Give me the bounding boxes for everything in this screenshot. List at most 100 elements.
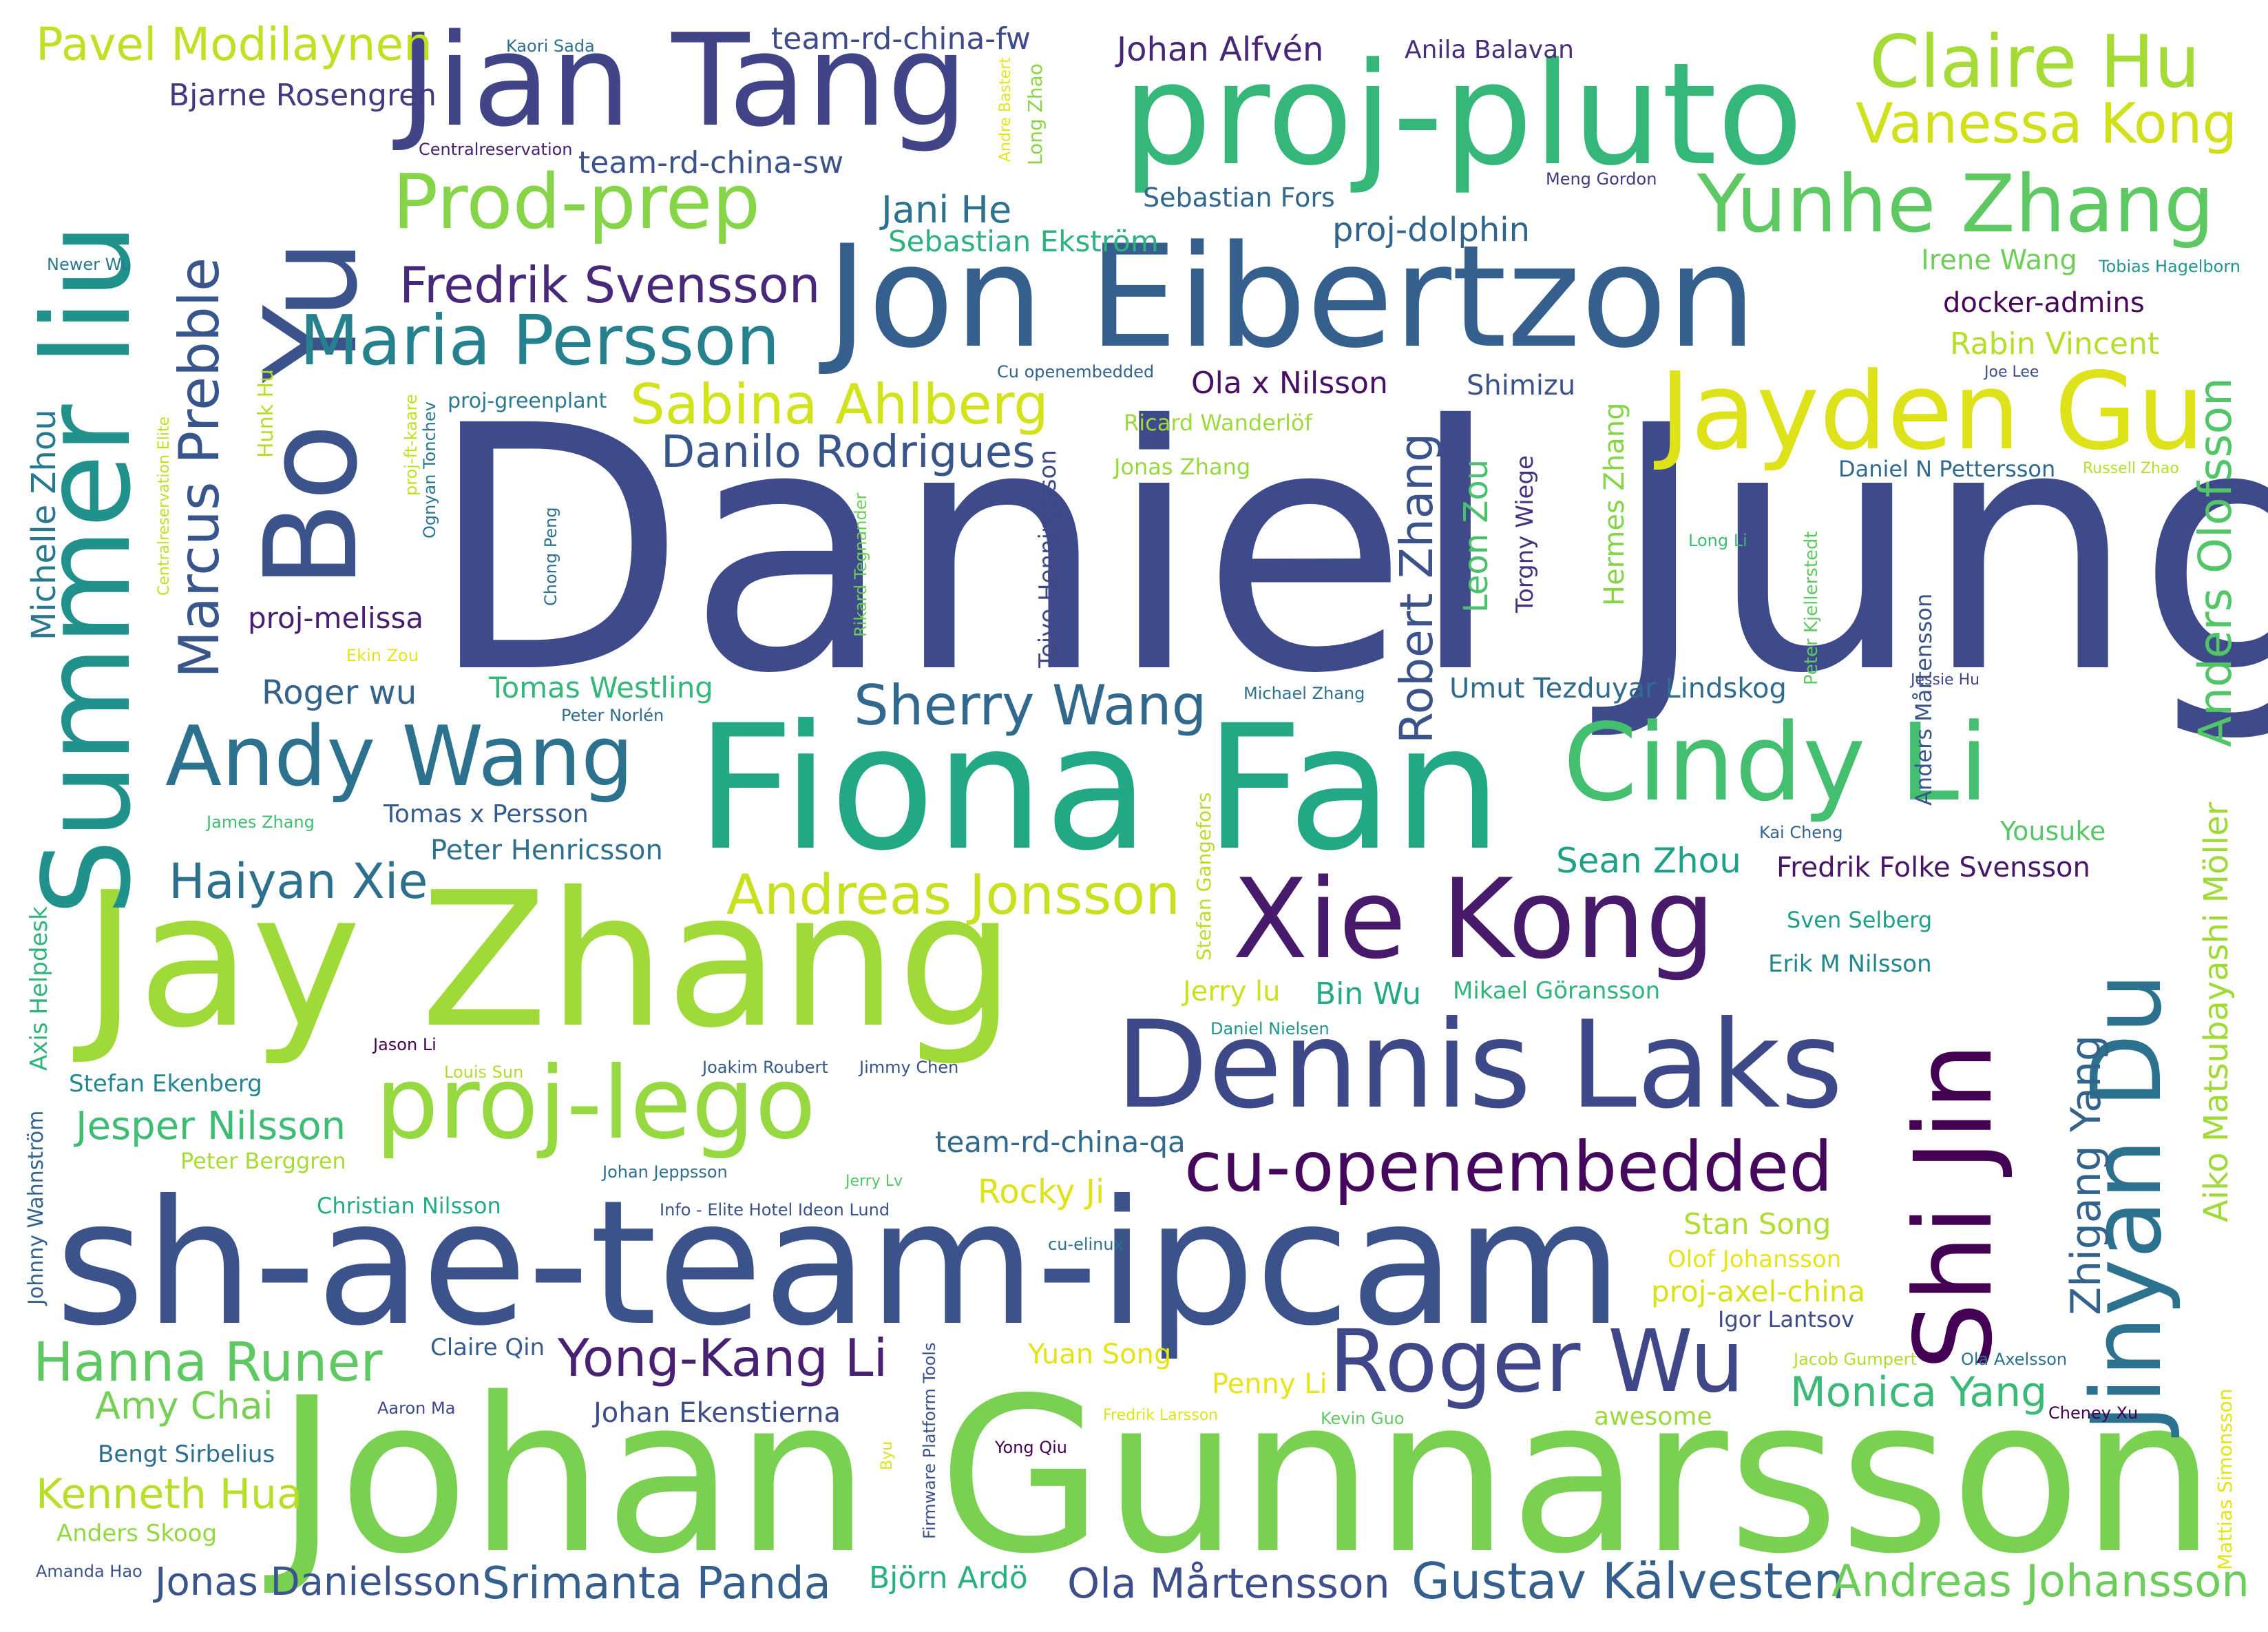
- word-yuan-song: Yuan Song: [1028, 1339, 1172, 1370]
- word-bjarne-rosengren: Bjarne Rosengren: [169, 78, 437, 113]
- word-ola-axelsson: Ola Axelsson: [1961, 1350, 2068, 1369]
- word-amy-chai: Amy Chai: [95, 1384, 273, 1427]
- word-bjorn-ardo: Björn Ardö: [869, 1560, 1028, 1596]
- word-proj-melissa: proj-melissa: [248, 601, 424, 635]
- word-daniel-n-pettersson: Daniel N Pettersson: [1838, 456, 2056, 482]
- word-cu-elinux: cu-elinux: [1048, 1235, 1124, 1254]
- word-shimizu: Shimizu: [1467, 370, 1576, 401]
- word-firmware-platform-tools: Firmware Platform Tools: [920, 1342, 939, 1539]
- word-cheney-xu: Cheney Xu: [2048, 1403, 2139, 1423]
- word-rikard-tegnander: Rikard Tegnander: [851, 492, 870, 637]
- word-amanda-hao: Amanda Hao: [36, 1562, 143, 1581]
- word-sebastian-fors: Sebastian Fors: [1143, 182, 1335, 213]
- word-sean-zhou: Sean Zhou: [1556, 841, 1741, 881]
- word-ognyan-tonchev: Ognyan Tonchev: [420, 401, 439, 538]
- word-gustav-kalvesten: Gustav Kälvesten: [1411, 1552, 1845, 1610]
- word-leon-zou: Leon Zou: [1457, 459, 1495, 613]
- word-bengt-sirbelius: Bengt Sirbelius: [98, 1441, 275, 1468]
- word-rabin-vincent: Rabin Vincent: [1950, 326, 2160, 362]
- word-andy-wang: Andy Wang: [165, 709, 634, 805]
- word-cu-openembedded-small: Cu openembedded: [997, 362, 1155, 381]
- word-michelle-zhou: Michelle Zhou: [25, 409, 63, 640]
- word-jerry-lv: Jerry Lv: [846, 1173, 903, 1190]
- word-jon-eibertzon: Jon Eibertzon: [826, 216, 1757, 379]
- word-cindy-li: Cindy Li: [1563, 700, 1989, 825]
- word-sh-ae-team-ipcam: sh-ae-team-ipcam: [55, 1163, 1624, 1363]
- word-marcus-prebble: Marcus Prebble: [167, 257, 231, 678]
- word-jian-tang: Jian Tang: [399, 6, 968, 155]
- word-sven-selberg: Sven Selberg: [1787, 907, 1933, 933]
- word-bin-wu: Bin Wu: [1315, 976, 1422, 1012]
- word-kai-cheng: Kai Cheng: [1759, 823, 1843, 842]
- word-proj-greenplant: proj-greenplant: [448, 389, 607, 413]
- word-yousuke: Yousuke: [2000, 816, 2106, 846]
- word-kevin-guo: Kevin Guo: [1321, 1409, 1405, 1428]
- word-ekin-zou: Ekin Zou: [346, 646, 419, 665]
- word-jacob-gumpert: Jacob Gumpert: [1794, 1350, 1917, 1369]
- word-mikael-goransson: Mikael Göransson: [1453, 977, 1661, 1005]
- word-jonas-zhang: Jonas Zhang: [1114, 454, 1251, 480]
- word-ola-martensson: Ola Mårtensson: [1067, 1560, 1390, 1608]
- word-hermes-zhang: Hermes Zhang: [1599, 402, 1630, 606]
- word-joe-lee: Joe Lee: [1984, 364, 2039, 381]
- word-peter-kjellerstedt: Peter Kjellerstedt: [1801, 531, 1822, 685]
- word-roger-wu-small: Roger wu: [262, 673, 417, 712]
- word-andreas-jonsson: Andreas Jonsson: [726, 863, 1180, 927]
- word-long-zhao: Long Zhao: [1024, 63, 1047, 165]
- word-team-rd-china-fw: team-rd-china-fw: [771, 21, 1031, 56]
- word-sabina-ahlberg: Sabina Ahlberg: [630, 373, 1049, 437]
- word-irene-wang: Irene Wang: [1921, 244, 2077, 276]
- word-yunhe-zhang: Yunhe Zhang: [1697, 158, 2215, 251]
- word-peter-berggren: Peter Berggren: [180, 1148, 346, 1174]
- word-dennis-laks: Dennis Laks: [1115, 996, 1843, 1136]
- word-awesome: awesome: [1594, 1403, 1712, 1431]
- word-proj-pluto: proj-pluto: [1122, 33, 1804, 197]
- word-yong-kang-li: Yong-Kang Li: [558, 1328, 888, 1388]
- word-jesper-nilsson: Jesper Nilsson: [76, 1104, 346, 1149]
- word-team-rd-china-qa: team-rd-china-qa: [935, 1125, 1186, 1159]
- word-tomas-x-persson: Tomas x Persson: [384, 800, 589, 828]
- word-danilo-rodrigues: Danilo Rodrigues: [661, 427, 1036, 478]
- word-anders-olofsson: Anders Olofsson: [2189, 377, 2242, 747]
- word-monica-yang: Monica Yang: [1790, 1368, 2048, 1416]
- word-jimmy-chen: Jimmy Chen: [859, 1058, 959, 1077]
- word-aiko-matsubayashi-moller: Aiko Matsubayashi Möller: [2197, 802, 2236, 1222]
- word-claire-qin: Claire Qin: [430, 1334, 545, 1361]
- word-fredrik-folke-svensson: Fredrik Folke Svensson: [1776, 852, 2090, 883]
- word-joakim-roubert: Joakim Roubert: [702, 1058, 828, 1077]
- word-claire-hu: Claire Hu: [1869, 20, 2201, 104]
- word-cu-openembedded: cu-openembedded: [1184, 1127, 1833, 1207]
- word-centralreservation: Centralreservation: [419, 140, 573, 159]
- word-haiyan-xie: Haiyan Xie: [169, 853, 428, 910]
- word-stan-song: Stan Song: [1683, 1207, 1831, 1241]
- word-proj-ft-kaare: proj-ft-kaare: [401, 394, 421, 496]
- word-andre-bastert: Andre Bastert: [997, 57, 1014, 162]
- word-axis-helpdesk: Axis Helpdesk: [25, 906, 53, 1071]
- word-shi-jin: Shi Jin: [1891, 1043, 2016, 1370]
- word-centralreservation-elite: Centralreservation Elite: [156, 416, 173, 596]
- word-ola-x-nilsson: Ola x Nilsson: [1191, 366, 1388, 401]
- word-stefan-gangefors: Stefan Gangefors: [1193, 792, 1215, 961]
- word-robert-zhang: Robert Zhang: [1390, 433, 1443, 744]
- word-hunk-hu: Hunk Hu: [254, 368, 278, 458]
- word-johnny-wahnstrom: Johnny Wahnström: [24, 1110, 48, 1305]
- word-torgny-wiege: Torgny Wiege: [1511, 455, 1539, 613]
- word-long-li: Long Li: [1688, 531, 1747, 550]
- word-srimanta-panda: Srimanta Panda: [482, 1558, 831, 1609]
- word-ricard-wanderlof: Ricard Wanderlöf: [1124, 410, 1312, 436]
- word-yong-qiu: Yong Qiu: [995, 1438, 1067, 1457]
- word-aaron-ma: Aaron Ma: [377, 1399, 456, 1418]
- word-team-rd-china-sw: team-rd-china-sw: [578, 145, 844, 180]
- word-jayden-gu: Jayden Gu: [1659, 349, 2205, 474]
- word-xie-kong: Xie Kong: [1232, 855, 1716, 983]
- word-peter-henricsson: Peter Henricsson: [430, 835, 663, 866]
- word-proj-dolphin: proj-dolphin: [1332, 211, 1530, 249]
- word-tobias-hagelborn: Tobias Hagelborn: [2099, 257, 2241, 276]
- word-jerry-lu: Jerry lu: [1183, 976, 1281, 1007]
- word-sherry-wang: Sherry Wang: [854, 673, 1207, 737]
- word-james-zhang: James Zhang: [207, 813, 315, 832]
- word-zhigang-yang: Zhigang Yang: [2062, 1034, 2110, 1315]
- word-prod-prep: Prod-prep: [392, 158, 761, 246]
- word-mattias-simonsson: Mattias Simonsson: [2214, 1388, 2236, 1570]
